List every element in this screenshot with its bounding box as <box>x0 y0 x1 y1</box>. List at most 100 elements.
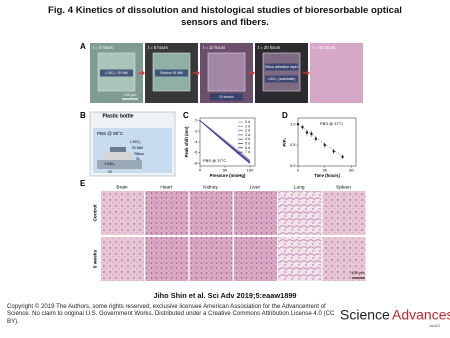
data-point <box>323 143 326 147</box>
substrate <box>97 160 142 169</box>
y-tick-label: 0 <box>195 118 198 123</box>
frame-time: t = 65 hours <box>313 45 335 50</box>
panel-label: B <box>80 111 86 120</box>
legend-label: 0 d <box>245 120 250 124</box>
y-tick-label: -4 <box>194 139 198 144</box>
legend-label: 3 d <box>245 133 250 137</box>
x-tick-label: 0 <box>199 168 202 173</box>
photo <box>310 43 363 103</box>
column-label: Heart <box>160 184 172 190</box>
diagram-label: Plastic bottle <box>102 113 133 119</box>
note-box <box>210 93 243 101</box>
frame-note: Bottom Si NM <box>160 71 182 75</box>
x-tick-label: 0 <box>297 168 300 173</box>
frame-note: t-SiO₂ (substrate) <box>268 77 296 81</box>
tissue-image <box>145 191 189 235</box>
data-point <box>314 137 318 141</box>
photo-sample <box>207 52 246 92</box>
fit-line <box>297 124 343 158</box>
tissue-image <box>101 191 144 235</box>
frame-note: Si trench <box>219 95 233 99</box>
data-point <box>301 125 304 129</box>
frame-note: Silica adhesion layer <box>265 65 299 69</box>
y-axis-label: Peak shift (nm) <box>184 126 189 157</box>
diagram-label: t-SiO₂ <box>130 139 141 144</box>
x-axis-label: Pressure (mmHg) <box>210 173 246 178</box>
note-box <box>265 75 298 83</box>
data-point <box>341 155 344 159</box>
panel-label: E <box>80 179 86 188</box>
figure-title: Fig. 4 Kinetics of dissolution and histo… <box>48 5 402 28</box>
silica <box>104 152 132 160</box>
panel-label: C <box>183 111 189 120</box>
tissue-image <box>189 191 233 235</box>
photo-sample <box>262 52 301 92</box>
note-box <box>265 63 298 71</box>
tissue-image <box>233 237 277 281</box>
diagram-label: t-SiO₂ <box>105 162 116 166</box>
tissue-image <box>278 191 322 235</box>
arrow <box>193 70 200 76</box>
data-point <box>296 123 300 126</box>
note-box <box>155 69 188 77</box>
y-tick-label: 0.0 <box>290 163 296 168</box>
frame-note: t-SiO₂ / Si NM <box>105 71 127 75</box>
column-label: Brain <box>116 184 128 190</box>
frame-time: t = 20 hours <box>258 45 280 50</box>
arrow <box>303 70 310 76</box>
diagram-label: Silica <box>134 151 144 156</box>
scale-label: 400 µm <box>351 270 365 275</box>
tissue-image <box>322 237 366 281</box>
chart-note: PBS @ 37°C <box>320 121 343 126</box>
logo-sub: AAAS <box>429 323 440 328</box>
x-tick-label: 50 <box>223 168 228 173</box>
logo-advances: Advances <box>392 307 450 323</box>
si-nm <box>110 147 126 152</box>
logo: Science Advances AAAS <box>340 307 450 328</box>
panel-label: D <box>282 111 288 120</box>
diagram-label: PBS @ 95°C <box>97 131 124 136</box>
legend-label: 5 d <box>245 141 250 145</box>
row-label: 5 weeks <box>92 249 98 268</box>
tissue-image <box>101 237 144 281</box>
chart-note: PBS @ 37°C <box>203 158 226 163</box>
x-axis-label: Time (hours) <box>314 173 341 178</box>
panel-label: A <box>80 42 86 51</box>
note-box <box>100 69 133 77</box>
legend-label: 1 d <box>245 124 250 128</box>
column-label: Kidney <box>203 184 218 190</box>
y-tick-label: -6 <box>194 150 198 155</box>
legend-label: 2 d <box>245 129 250 133</box>
series-line <box>199 120 251 164</box>
diagram-label: Si NM <box>132 145 143 150</box>
x-tick-label: 30 <box>323 168 328 173</box>
tissue-image <box>145 237 189 281</box>
data-point <box>305 131 309 134</box>
data-point <box>310 132 313 136</box>
tissue-image <box>322 191 366 235</box>
arrow <box>248 70 255 76</box>
copyright: Copyright © 2019 The Authors, some right… <box>7 303 335 325</box>
tissue-image <box>189 237 233 281</box>
y-tick-label: -8 <box>194 160 198 165</box>
y-tick-label: 0.5 <box>290 142 296 147</box>
x-tick-label: 60 <box>349 168 354 173</box>
plot-frame <box>297 117 357 167</box>
column-label: Liver <box>250 184 261 190</box>
y-tick-label: 1.0 <box>290 121 296 126</box>
legend-label: 7 d <box>245 150 250 154</box>
diagram-label: Si <box>136 156 140 161</box>
column-label: Lung <box>294 184 305 190</box>
y-tick-label: -2 <box>194 128 198 133</box>
legend-label: 6 d <box>245 146 250 150</box>
frame-time: t = 5 hours <box>148 45 168 50</box>
scale-label: 100 µm <box>124 93 137 97</box>
data-point <box>332 150 335 153</box>
legend-label: 4 d <box>245 137 250 141</box>
tissue-image <box>233 191 277 235</box>
arrow <box>138 70 145 76</box>
frame-time: t = 10 hours <box>203 45 225 50</box>
x-tick-label: 100 <box>247 168 254 173</box>
